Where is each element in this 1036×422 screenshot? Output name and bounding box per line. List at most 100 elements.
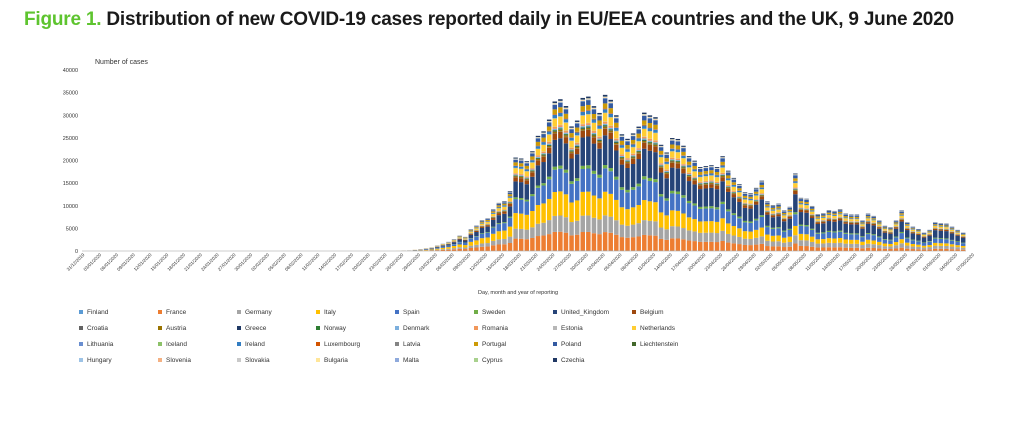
- bar-segment-czechia: [563, 106, 569, 108]
- bar-segment-ireland: [899, 214, 904, 216]
- bar-segment-belgium: [877, 227, 882, 229]
- bar-segment-netherlands: [905, 225, 910, 228]
- bar-segment-portugal: [843, 216, 848, 218]
- bar-segment-sweden: [916, 240, 921, 242]
- bar-segment-belgium: [860, 227, 865, 229]
- bar-segment-germany: [837, 242, 843, 248]
- bar-segment-poland: [949, 227, 955, 229]
- bar-segment-united-kingdom: [770, 217, 776, 228]
- bar-segment-romania: [703, 181, 709, 183]
- bar-segment-spain: [776, 228, 781, 236]
- bar-segment-portugal: [899, 213, 904, 215]
- bar-segment-austria: [709, 183, 714, 184]
- bar-segment-portugal: [681, 151, 686, 156]
- bar-segment-austria: [552, 131, 558, 134]
- bar-segment-united-kingdom: [882, 232, 888, 240]
- bar-segment-germany: [905, 245, 910, 249]
- bar-segment-poland: [709, 167, 714, 171]
- bar-segment-norway: [703, 182, 709, 184]
- bar-segment-france: [574, 234, 580, 251]
- bar-segment-belgium: [574, 148, 580, 155]
- bar-segment-netherlands: [552, 118, 558, 127]
- bar-segment-ireland: [759, 187, 765, 190]
- legend-label-romania: Romania: [482, 325, 508, 332]
- bar-segment-romania: [675, 158, 681, 161]
- bar-segment-ireland: [944, 226, 949, 228]
- bar-segment-poland: [485, 219, 490, 220]
- bar-segment-poland: [725, 172, 731, 176]
- bar-segment-italy: [849, 239, 854, 244]
- legend-swatch-spain: [395, 310, 399, 314]
- bar-segment-italy: [905, 242, 910, 246]
- bar-segment-united-kingdom: [720, 181, 725, 202]
- legend-swatch-united-kingdom: [553, 310, 557, 314]
- bar-segment-italy: [686, 217, 692, 231]
- bar-segment-portugal: [670, 144, 675, 149]
- bar-segment-poland: [614, 118, 619, 123]
- bar-segment-portugal: [804, 202, 809, 204]
- bar-segment-france: [860, 248, 865, 251]
- bar-segment-germany: [653, 221, 658, 236]
- bar-segment-belgium: [955, 234, 960, 236]
- bar-segment-italy: [921, 245, 927, 248]
- bar-segment-germany: [451, 248, 457, 250]
- bar-segment-spain: [899, 233, 904, 240]
- bar-segment-italy: [781, 237, 787, 243]
- bar-segment-germany: [670, 226, 675, 239]
- bar-segment-belgium: [463, 239, 468, 241]
- bar-segment-ireland: [552, 114, 558, 119]
- bar-segment-poland: [826, 210, 832, 213]
- bar-segment-france: [714, 242, 720, 251]
- bar-segment-luxembourg: [563, 118, 569, 120]
- bar-segment-united-kingdom: [642, 148, 647, 177]
- bar-segment-germany: [541, 222, 546, 236]
- bar-segment-romania: [804, 208, 809, 209]
- bar-segment-italy: [860, 241, 865, 246]
- bar-segment-spain: [681, 197, 686, 214]
- bar-segment-united-kingdom: [440, 245, 446, 247]
- bar-segment-sweden: [748, 221, 753, 223]
- bar-segment-spain: [569, 183, 574, 203]
- bar-segment-denmark: [591, 132, 597, 135]
- bar-segment-germany: [608, 216, 613, 233]
- bar-segment-united-kingdom: [463, 240, 468, 243]
- bar-segment-france: [944, 248, 949, 251]
- bar-segment-united-kingdom: [944, 231, 949, 239]
- bar-segment-france: [753, 244, 759, 251]
- bar-segment-germany: [474, 244, 479, 248]
- bar-segment-czechia: [513, 157, 518, 159]
- bar-segment-spain: [871, 235, 876, 241]
- bar-segment-czechia: [753, 187, 759, 189]
- bar-segment-italy: [932, 242, 938, 246]
- bar-segment-sweden: [882, 239, 888, 240]
- bar-segment-austria: [742, 204, 748, 206]
- bar-segment-united-kingdom: [490, 219, 496, 227]
- bar-segment-spain: [658, 196, 664, 213]
- bar-segment-sweden: [518, 198, 524, 200]
- bar-segment-portugal: [938, 225, 944, 226]
- bar-segment-spain: [457, 242, 462, 245]
- bar-segment-belgium: [546, 147, 552, 154]
- bar-segment-portugal: [932, 224, 938, 226]
- bar-segment-united-kingdom: [843, 223, 848, 233]
- bar-segment-united-kingdom: [619, 164, 625, 188]
- bar-segment-czechia: [602, 94, 608, 97]
- bar-segment-belgium: [938, 229, 944, 231]
- bar-segment-romania: [793, 187, 798, 189]
- legend-label-finland: Finland: [87, 309, 109, 316]
- bar-segment-portugal: [765, 204, 770, 207]
- bar-segment-norway: [569, 150, 574, 152]
- bar-segment-spain: [541, 185, 546, 204]
- bar-segment-sweden: [759, 215, 765, 217]
- bar-segment-ireland: [910, 229, 916, 230]
- bar-segment-ireland: [798, 203, 804, 205]
- bar-segment-poland: [636, 129, 641, 134]
- bar-segment-portugal: [905, 224, 910, 226]
- bar-segment-belgium: [742, 205, 748, 208]
- bar-segment-belgium: [899, 219, 904, 222]
- bar-segment-germany: [586, 215, 591, 232]
- bar-segment-denmark: [759, 194, 765, 195]
- bar-segment-denmark: [681, 165, 686, 167]
- bar-segment-france: [692, 241, 697, 251]
- legend-label-united-kingdom: United_Kingdom: [561, 309, 609, 316]
